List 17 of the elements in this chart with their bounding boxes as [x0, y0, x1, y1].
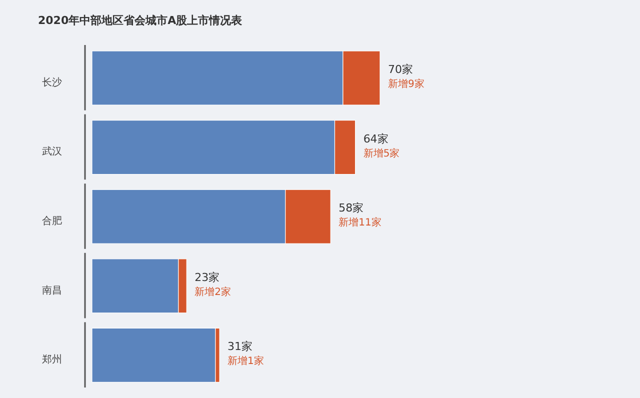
total-label: 64家	[363, 132, 388, 146]
total-label: 58家	[338, 202, 364, 215]
chart-title: 2020年中部地区省会城市A股上市情况表	[38, 14, 244, 27]
data-label: 新增9家	[388, 78, 424, 90]
y-tick-label: 武汉	[42, 146, 62, 158]
total-label: 31家	[228, 340, 253, 354]
total-label: 23家	[194, 270, 220, 284]
y-tick-label: 郑州	[42, 354, 62, 366]
data-label: 新增1家	[228, 355, 264, 368]
bar	[92, 328, 216, 382]
data-label: 新增11家	[338, 216, 382, 229]
data-label: 新增2家	[194, 286, 232, 298]
y-tick-label: 长沙	[42, 76, 62, 88]
total-label: 70家	[388, 63, 413, 76]
y-tick-label: 合肥	[42, 214, 62, 227]
y-tick-label: 南昌	[42, 284, 62, 296]
data-label: 新增5家	[363, 147, 400, 160]
